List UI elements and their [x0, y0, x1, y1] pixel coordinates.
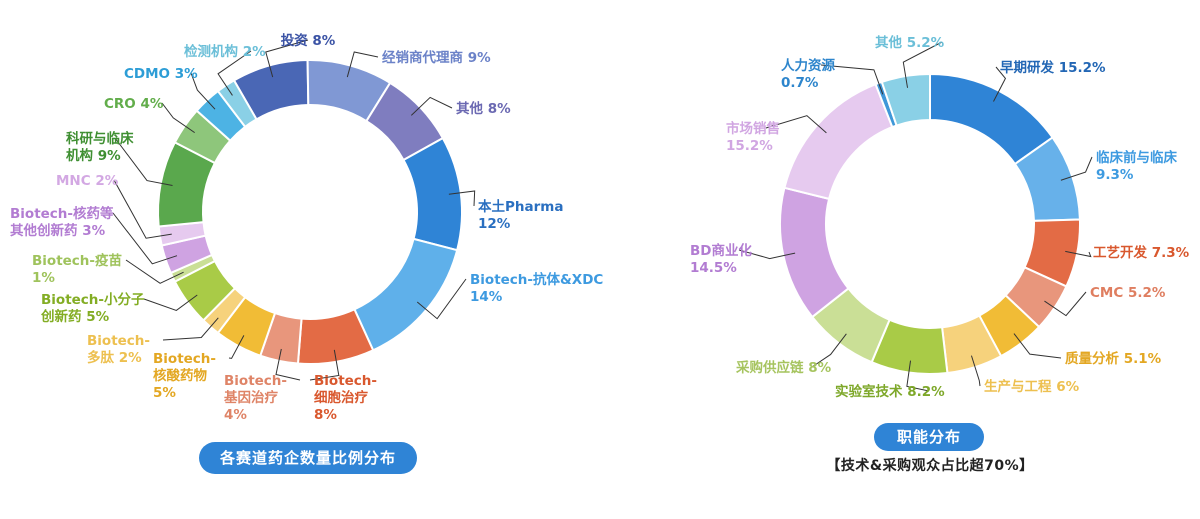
chart2-label-3: 工艺开发 7.3%: [1093, 244, 1190, 261]
chart2-leader-5: [1013, 333, 1062, 359]
chart2-label-8: 采购供应链 8%: [736, 359, 832, 376]
chart2-leader-9: [738, 249, 796, 260]
chart1-leader-11: [125, 259, 184, 284]
chart1-leader-13: [113, 179, 172, 239]
chart2-leader-2: [1060, 156, 1093, 181]
chart1-leader-5: [416, 278, 467, 320]
chart1-leader-6: [309, 349, 340, 381]
chart2-label-1: 早期研发 15.2%: [1000, 59, 1106, 76]
chart1-label-17: 检测机构 2%: [184, 43, 266, 60]
chart2-leader-4: [1044, 291, 1087, 317]
chart1-slice-17: [216, 78, 258, 129]
chart2-leader-1: [993, 66, 1007, 102]
chart1-leader-1: [265, 39, 309, 78]
chart1-label-5: Biotech-抗体&XDC 14%: [470, 271, 603, 305]
chart2-label-2: 临床前与临床 9.3%: [1096, 149, 1177, 183]
chart1-leader-10: [143, 294, 198, 311]
chart1-leader-3: [410, 96, 453, 116]
chart1-label-13: MNC 2%: [56, 173, 119, 189]
chart2-label-6: 生产与工程 6%: [984, 378, 1080, 395]
chart1-label-15: CRO 4%: [104, 96, 164, 112]
chart2-leader-10: [765, 115, 827, 134]
chart2-leader-7: [906, 360, 930, 392]
chart2-label-9: BD商业化 14.5%: [690, 242, 752, 276]
chart2-leader-11: [820, 64, 884, 95]
chart2-label-11: 人力资源 0.7%: [781, 57, 835, 91]
chart2-leader-3: [1065, 250, 1092, 258]
chart1-leader-9: [162, 317, 219, 341]
chart1-label-16: CDMO 3%: [124, 66, 198, 82]
chart1-leader-17: [217, 50, 252, 96]
chart1-label-3: 其他 8%: [456, 100, 511, 117]
chart1-leader-8: [228, 335, 245, 359]
chart1-label-11: Biotech-疫苗 1%: [32, 252, 123, 286]
chart2-label-4: CMC 5.2%: [1090, 285, 1166, 301]
chart1-leader-12: [112, 212, 178, 265]
chart1-label-14: 科研与临床机构 9%: [66, 130, 134, 164]
chart1-label-1: 投资 8%: [281, 32, 336, 49]
chart1-label-6: Biotech-细胞治疗 8%: [314, 373, 377, 423]
chart1-label-2: 经销商代理商 9%: [382, 49, 491, 66]
chart2-label-7: 实验室技术 8.2%: [835, 383, 945, 400]
chart2-title-pill: 职能分布: [874, 423, 984, 451]
chart2-label-10: 市场销售 15.2%: [726, 120, 780, 154]
chart2-leader-6: [970, 355, 981, 387]
chart2-slice-9: [779, 186, 850, 319]
chart1-title-pill: 各赛道药企数量比例分布: [199, 442, 417, 474]
chart1-leader-2: [346, 51, 379, 78]
chart1-leader-14: [114, 137, 173, 186]
chart2-label-12: 其他 5.2%: [875, 34, 945, 51]
chart1-leader-7: [275, 348, 301, 381]
chart1-label-7: Biotech-基因治疗 4%: [224, 373, 287, 423]
chart1-leader-4: [448, 190, 476, 207]
chart1-label-9: Biotech-多肽 2%: [87, 333, 150, 366]
chart1-label-10: Biotech-小分子创新药 5%: [40, 292, 145, 325]
chart2-leader-12: [902, 41, 943, 88]
chart1-label-8: Biotech-核酸药物 5%: [153, 351, 216, 401]
chart1-leader-15: [161, 102, 195, 134]
chart2-leader-8: [811, 333, 847, 368]
chart2-slice-12: [880, 72, 931, 127]
chart2-subtitle: 【技术&采购观众占比超70%】: [826, 458, 1034, 474]
chart1-label-4: 本土Pharma 12%: [478, 198, 563, 232]
chart1-label-12: Biotech-核药等其他创新药 3%: [10, 205, 114, 239]
chart1-slice-5: [353, 237, 459, 352]
chart2-slice-10: [783, 82, 894, 201]
chart1-leader-16: [190, 72, 216, 110]
chart2-label-5: 质量分析 5.1%: [1065, 350, 1162, 367]
